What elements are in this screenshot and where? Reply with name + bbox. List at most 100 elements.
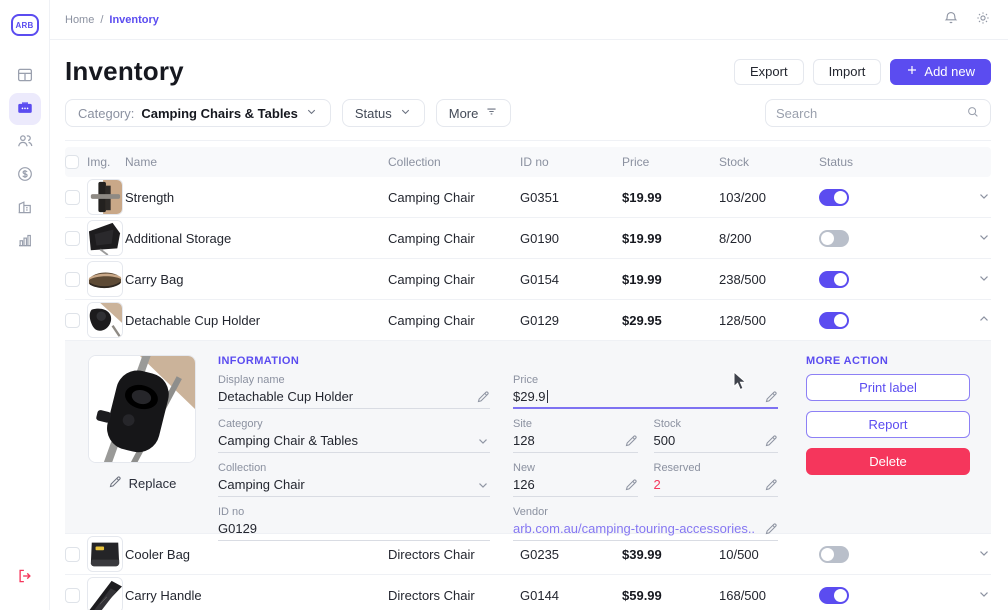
users-icon bbox=[16, 132, 34, 153]
product-thumbnail bbox=[87, 261, 123, 297]
row-checkbox[interactable] bbox=[65, 546, 80, 562]
price-input[interactable]: $29.9 bbox=[513, 389, 548, 404]
bell-icon[interactable] bbox=[943, 10, 959, 29]
pencil-icon[interactable] bbox=[764, 434, 778, 448]
product-thumbnail: ─── bbox=[87, 577, 123, 610]
information-header: INFORMATION bbox=[218, 355, 300, 367]
chevron-down-icon[interactable] bbox=[977, 271, 991, 288]
add-new-button[interactable]: Add new bbox=[890, 58, 991, 85]
new-value[interactable]: 126 bbox=[513, 477, 535, 492]
row-checkbox[interactable] bbox=[65, 271, 80, 287]
stock-field: Stock 500 bbox=[653, 418, 778, 453]
filter-lines-icon bbox=[485, 105, 498, 121]
new-field: New 126 bbox=[513, 462, 638, 497]
category-filter[interactable]: Category: Camping Chairs & Tables bbox=[65, 99, 331, 127]
dollar-icon bbox=[16, 165, 34, 186]
sidebar-item-company[interactable] bbox=[9, 192, 41, 224]
status-toggle[interactable] bbox=[819, 586, 849, 604]
chevron-down-icon[interactable] bbox=[977, 189, 991, 206]
site-field: Site 128 bbox=[513, 418, 638, 453]
table-header: Img. Name Collection ID no Price Stock S… bbox=[65, 147, 991, 177]
pencil-icon[interactable] bbox=[764, 478, 778, 492]
table-row: Additional Storage Camping Chair G0190 $… bbox=[65, 218, 991, 259]
id-no-value: G0129 bbox=[218, 521, 258, 536]
col-id: ID no bbox=[520, 155, 549, 169]
dashboard-icon bbox=[16, 66, 34, 87]
more-action-header: MORE ACTION bbox=[806, 355, 889, 367]
col-collection: Collection bbox=[388, 155, 441, 169]
display-name-value[interactable]: Detachable Cup Holder bbox=[218, 389, 354, 404]
import-button[interactable]: Import bbox=[812, 58, 882, 85]
status-filter[interactable]: Status bbox=[341, 99, 425, 127]
more-filter[interactable]: More bbox=[435, 99, 512, 127]
pencil-icon[interactable] bbox=[764, 390, 778, 404]
delete-button[interactable]: Delete bbox=[806, 448, 970, 475]
chevron-down-icon[interactable] bbox=[977, 587, 991, 604]
sidebar: ARB bbox=[0, 0, 50, 610]
sidebar-item-logout[interactable] bbox=[9, 561, 41, 593]
sidebar-item-users[interactable] bbox=[9, 126, 41, 158]
sidebar-item-analytics[interactable] bbox=[9, 225, 41, 257]
table-row: ─── Carry Handle Directors Chair G0144 $… bbox=[65, 575, 991, 610]
reserved-value[interactable]: 2 bbox=[653, 477, 661, 492]
page-title: Inventory bbox=[65, 56, 184, 86]
product-thumbnail bbox=[87, 220, 123, 256]
col-stock: Stock bbox=[719, 155, 750, 169]
row-checkbox[interactable] bbox=[65, 587, 80, 603]
breadcrumb-current[interactable]: Inventory bbox=[109, 13, 159, 26]
row-checkbox[interactable] bbox=[65, 189, 80, 205]
pencil-icon[interactable] bbox=[624, 478, 638, 492]
search-icon[interactable] bbox=[966, 105, 980, 122]
stock-value[interactable]: 500 bbox=[653, 433, 676, 448]
status-toggle[interactable] bbox=[819, 311, 849, 329]
text-caret bbox=[546, 390, 548, 403]
print-label-button[interactable]: Print label bbox=[806, 374, 970, 401]
col-price: Price bbox=[622, 155, 650, 169]
company-icon bbox=[16, 198, 34, 219]
sidebar-item-finance[interactable] bbox=[9, 159, 41, 191]
export-button[interactable]: Export bbox=[733, 58, 804, 85]
collection-select[interactable]: Collection Camping Chair bbox=[218, 462, 490, 497]
inventory-card-icon bbox=[16, 99, 34, 120]
chevron-down-icon[interactable] bbox=[977, 546, 991, 563]
gear-icon[interactable] bbox=[975, 10, 991, 29]
search-input[interactable] bbox=[776, 105, 958, 121]
row-checkbox[interactable] bbox=[65, 312, 80, 328]
select-all-checkbox[interactable] bbox=[65, 155, 79, 169]
display-name-field: Display name Detachable Cup Holder bbox=[218, 374, 490, 409]
reserved-field: Reserved 2 bbox=[653, 462, 778, 497]
chevron-up-icon[interactable] bbox=[977, 312, 991, 329]
svg-text:───: ─── bbox=[98, 595, 110, 607]
pencil-icon[interactable] bbox=[764, 522, 778, 536]
sidebar-item-inventory[interactable] bbox=[8, 93, 41, 125]
product-image bbox=[88, 355, 196, 463]
arb-logo: ARB bbox=[10, 14, 39, 36]
chevron-down-icon bbox=[479, 482, 487, 488]
status-toggle[interactable] bbox=[819, 545, 849, 563]
sidebar-item-dashboard[interactable] bbox=[9, 60, 41, 92]
pencil-icon[interactable] bbox=[476, 390, 490, 404]
table-row: Carry Bag Camping Chair G0154 $19.99 238… bbox=[65, 259, 991, 300]
chevron-down-icon bbox=[399, 105, 412, 121]
status-toggle[interactable] bbox=[819, 270, 849, 288]
chevron-down-icon[interactable] bbox=[977, 230, 991, 247]
col-status: Status bbox=[819, 155, 854, 169]
table-row: Strength Camping Chair G0351 $19.99 103/… bbox=[65, 177, 991, 218]
analytics-icon bbox=[16, 231, 34, 252]
col-img: Img. bbox=[87, 155, 111, 169]
pencil-icon bbox=[108, 475, 122, 492]
replace-button[interactable]: Replace bbox=[88, 475, 196, 492]
status-toggle[interactable] bbox=[819, 229, 849, 247]
pencil-icon[interactable] bbox=[624, 434, 638, 448]
breadcrumb-separator: / bbox=[100, 13, 104, 26]
logout-icon bbox=[16, 567, 34, 588]
status-toggle[interactable] bbox=[819, 188, 849, 206]
search-box bbox=[765, 99, 991, 127]
site-value[interactable]: 128 bbox=[513, 433, 535, 448]
category-select[interactable]: Category Camping Chair & Tables bbox=[218, 418, 490, 453]
report-button[interactable]: Report bbox=[806, 411, 970, 438]
vendor-link[interactable]: arb.com.au/camping-touring-accessories..… bbox=[513, 521, 756, 536]
chevron-down-icon bbox=[479, 438, 487, 444]
breadcrumb-home[interactable]: Home bbox=[65, 13, 95, 26]
row-checkbox[interactable] bbox=[65, 230, 80, 246]
